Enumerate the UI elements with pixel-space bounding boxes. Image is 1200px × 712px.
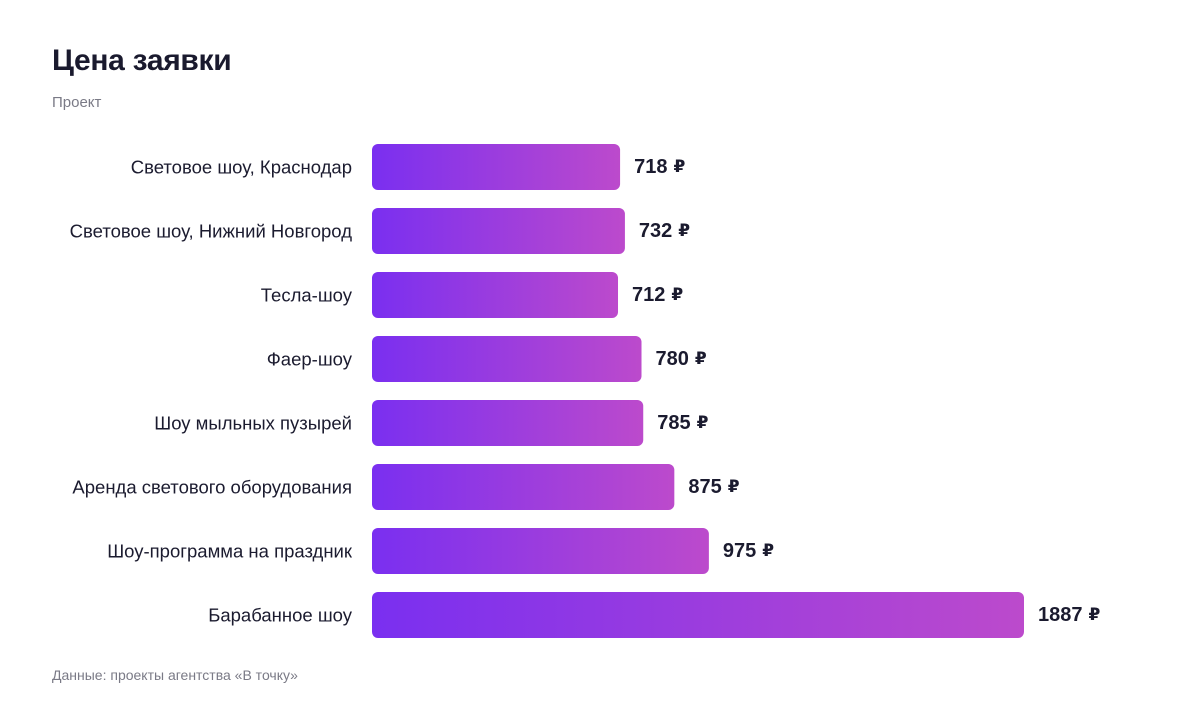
value-number: 1887 [1038,604,1083,626]
value-number: 875 [688,476,721,498]
value-label: 785 ₽ [657,412,708,434]
category-label: Барабанное шоу [208,605,353,626]
currency-sign: ₽ [1089,605,1101,625]
value-label: 732 ₽ [639,220,690,242]
bar [372,144,621,190]
data-source-note: Данные: проекты агентства «В точку» [52,667,298,683]
category-label: Аренда светового оборудования [72,477,352,498]
value-number: 785 [657,412,690,434]
bars-group: Световое шоу, Краснодар 718 ₽ Световое шоу,… [70,144,1101,638]
currency-sign: ₽ [728,477,740,497]
value-label: 1887 ₽ [1038,604,1101,626]
value-number: 712 [632,284,665,306]
currency-sign: ₽ [697,413,709,433]
currency-sign: ₽ [762,541,774,561]
bar [372,464,675,510]
bar [372,528,709,574]
category-label: Шоу-программа на праздник [107,541,353,562]
bar [372,272,619,318]
currency-sign: ₽ [671,285,683,305]
value-number: 975 [723,540,756,562]
value-number: 780 [656,348,689,370]
category-label: Тесла-шоу [261,285,353,306]
value-number: 718 [634,156,667,178]
category-label: Световое шоу, Краснодар [131,157,352,178]
currency-sign: ₽ [695,349,707,369]
bar [372,208,625,254]
value-number: 732 [639,220,672,242]
value-label: 780 ₽ [656,348,707,370]
value-label: 712 ₽ [632,284,683,306]
currency-sign: ₽ [673,157,685,177]
bar [372,592,1024,638]
value-label: 875 ₽ [688,476,739,498]
category-label: Световое шоу, Нижний Новгород [70,221,353,242]
chart-title: Цена заявки [52,44,232,77]
bar [372,400,644,446]
value-label: 718 ₽ [634,156,685,178]
currency-sign: ₽ [678,221,690,241]
value-label: 975 ₽ [723,540,774,562]
bar [372,336,642,382]
chart-subtitle: Проект [52,94,102,111]
category-label: Шоу мыльных пузырей [154,413,352,434]
category-label: Фаер-шоу [267,349,353,370]
